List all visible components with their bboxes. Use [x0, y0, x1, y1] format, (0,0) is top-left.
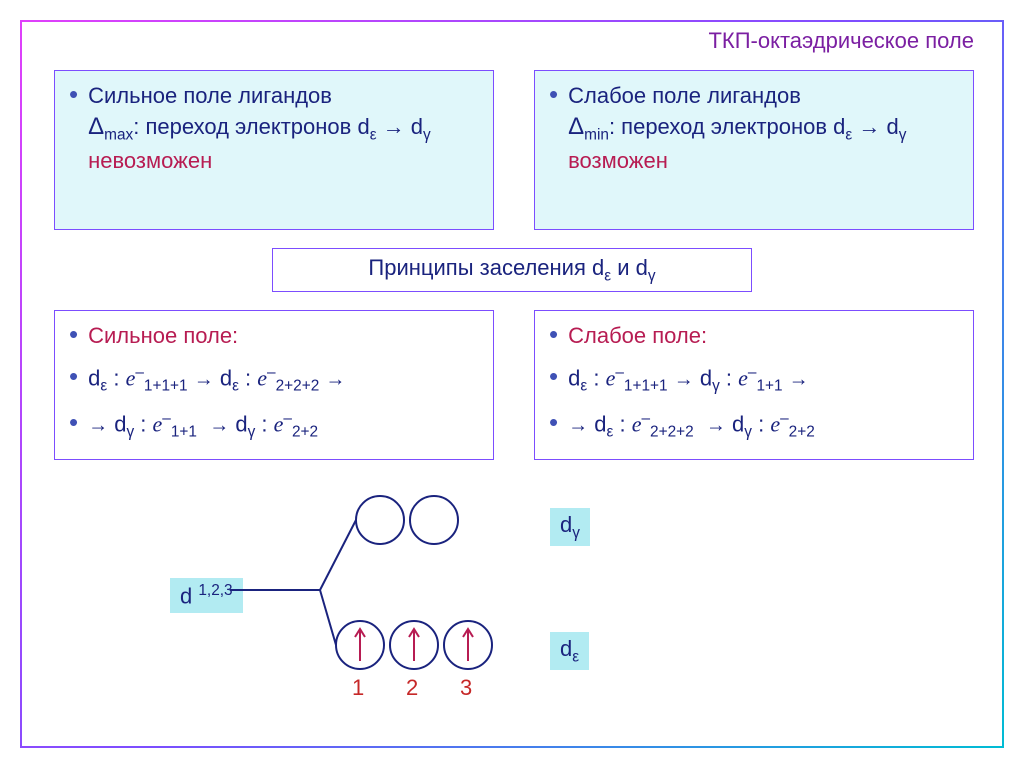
- rule-line: → dε : e–2+2+2 → dγ : e–2+2: [568, 410, 815, 442]
- num-2: 2: [406, 675, 418, 701]
- bullet-row: • dε : e–1+1+1 → dε : e–2+2+2 →: [69, 363, 479, 395]
- box-strong-field: • Сильное поле лигандов Δmax: переход эл…: [54, 70, 494, 230]
- delta: Δ: [568, 113, 584, 140]
- orbital-diagram: d 1,2,3 dγ dε 1 2 3: [110, 480, 670, 730]
- bullet-icon: •: [549, 409, 558, 435]
- gamma: γ: [899, 126, 907, 143]
- strong-field-text: Сильное поле лигандов Δmax: переход элек…: [88, 81, 431, 176]
- impossible: невозможен: [88, 148, 212, 173]
- gamma: γ: [423, 126, 431, 143]
- rule-line: dε : e–1+1+1 → dε : e–2+2+2 →: [88, 364, 345, 396]
- bullet-icon: •: [549, 363, 558, 389]
- bullet-row: • Слабое поле:: [549, 321, 959, 349]
- bullet-row: • Сильное поле:: [69, 321, 479, 349]
- p-pre: Принципы заселения d: [368, 255, 604, 280]
- orbital-svg: [110, 480, 670, 710]
- rule-line: → dγ : e–1+1 → dγ : e–2+2: [88, 410, 318, 442]
- slide-title: ТКП-октаэдрическое поле: [708, 28, 974, 54]
- bullet-row: • → dγ : e–1+1 → dγ : e–2+2: [69, 409, 479, 441]
- delta-sub: max: [104, 126, 133, 143]
- bullet-icon: •: [549, 321, 558, 347]
- box-strong-rules: • Сильное поле: • dε : e–1+1+1 → dε : e–…: [54, 310, 494, 460]
- t1: : переход электронов d: [133, 114, 369, 139]
- weak-rules-title: Слабое поле:: [568, 323, 707, 349]
- bullet-icon: •: [69, 409, 78, 435]
- rule-line: dε : e–1+1+1 → dγ : e–1+1 →: [568, 364, 809, 396]
- heading: Слабое поле лигандов: [568, 83, 801, 108]
- delta-sub: min: [584, 126, 609, 143]
- bullet-icon: •: [69, 321, 78, 347]
- p-gamma: γ: [648, 267, 656, 284]
- t2: → d: [852, 114, 898, 139]
- weak-field-text: Слабое поле лигандов Δmin: переход элект…: [568, 81, 906, 176]
- p-mid: и d: [611, 255, 648, 280]
- possible: возможен: [568, 148, 668, 173]
- delta: Δ: [88, 113, 104, 140]
- strong-rules-title: Сильное поле:: [88, 323, 238, 349]
- t2: → d: [377, 114, 423, 139]
- num-3: 3: [460, 675, 472, 701]
- num-1: 1: [352, 675, 364, 701]
- bullet-icon: •: [69, 363, 78, 389]
- bullet-row: • → dε : e–2+2+2 → dγ : e–2+2: [549, 409, 959, 441]
- t1: : переход электронов d: [609, 114, 845, 139]
- heading: Сильное поле лигандов: [88, 83, 332, 108]
- principles-bar: Принципы заселения dε и dγ: [272, 248, 752, 292]
- box-weak-rules: • Слабое поле: • dε : e–1+1+1 → dγ : e–1…: [534, 310, 974, 460]
- eps: ε: [370, 126, 377, 143]
- bullet-row: • dε : e–1+1+1 → dγ : e–1+1 →: [549, 363, 959, 395]
- bullet-icon: •: [69, 81, 78, 107]
- bullet-row: • Сильное поле лигандов Δmax: переход эл…: [69, 81, 479, 176]
- bullet-row: • Слабое поле лигандов Δmin: переход эле…: [549, 81, 959, 176]
- bullet-icon: •: [549, 81, 558, 107]
- box-weak-field: • Слабое поле лигандов Δmin: переход эле…: [534, 70, 974, 230]
